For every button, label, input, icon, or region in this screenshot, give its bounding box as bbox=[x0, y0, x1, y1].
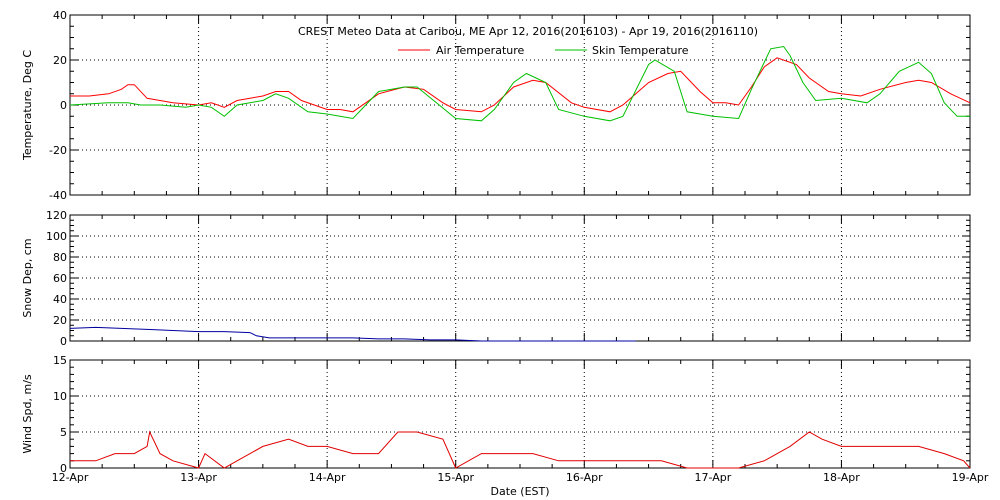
wind-speed-series bbox=[70, 430, 971, 469]
wind-speed-y-tick-label: 0 bbox=[60, 462, 67, 475]
x-tick-label: 13-Apr bbox=[180, 471, 217, 484]
x-tick-label: 19-Apr bbox=[952, 471, 989, 484]
snow-depth-y-tick-label: 100 bbox=[46, 230, 67, 243]
snow-depth-grid bbox=[70, 215, 970, 341]
wind-speed-grid bbox=[70, 360, 970, 468]
x-axis-label: Date (EST) bbox=[490, 485, 549, 498]
wind-speed-series-line-0 bbox=[70, 430, 971, 469]
snow-depth-y-ticks: 0 20 40 60 80 100 120 bbox=[46, 209, 971, 348]
snow-depth-panel: 0 20 40 60 80 100 120 Snow Dep, cm bbox=[21, 209, 971, 348]
x-tick-label: 14-Apr bbox=[309, 471, 346, 484]
snow-depth-y-tick-label: 0 bbox=[60, 335, 67, 348]
wind-speed-y-tick-label: 5 bbox=[60, 426, 67, 439]
wind-speed-y-tick-label: 15 bbox=[53, 354, 67, 367]
temperature-series bbox=[69, 45, 971, 122]
x-tick-label: 15-Apr bbox=[437, 471, 474, 484]
legend-air-label: Air Temperature bbox=[436, 44, 525, 57]
x-tick-label: 17-Apr bbox=[694, 471, 731, 484]
temperature-y-tick-label: -40 bbox=[49, 189, 67, 202]
wind-speed-panel: 0 5 10 15 Wind Spd, m/s bbox=[21, 354, 971, 475]
x-tick-label: 16-Apr bbox=[566, 471, 603, 484]
legend: Air Temperature Skin Temperature bbox=[398, 44, 689, 57]
temperature-series-line-0 bbox=[70, 57, 971, 113]
temperature-y-ticks: -40 -20 0 20 40 bbox=[49, 9, 971, 202]
wind-speed-y-axis-label: Wind Spd, m/s bbox=[21, 374, 34, 454]
snow-depth-y-tick-label: 40 bbox=[53, 293, 67, 306]
temperature-y-tick-label: 40 bbox=[53, 9, 67, 22]
snow-depth-series-line-0 bbox=[69, 326, 636, 342]
legend-skin-label: Skin Temperature bbox=[592, 44, 689, 57]
snow-depth-y-tick-label: 60 bbox=[53, 272, 67, 285]
temperature-panel: -40 -20 0 20 40 Temperature, Deg C bbox=[21, 9, 971, 202]
chart-title: CREST Meteo Data at Caribou, ME Apr 12, … bbox=[298, 25, 758, 38]
temperature-y-tick-label: 0 bbox=[60, 99, 67, 112]
snow-depth-y-tick-label: 20 bbox=[53, 314, 67, 327]
temperature-series-line-1 bbox=[69, 45, 970, 122]
temperature-y-axis-label: Temperature, Deg C bbox=[21, 50, 34, 161]
snow-depth-y-axis-label: Snow Dep, cm bbox=[21, 238, 34, 317]
x-tick-labels: 12-Apr 13-Apr 14-Apr 15-Apr 16-Apr 17-Apr 18-A… bbox=[52, 471, 989, 484]
snow-depth-series bbox=[69, 326, 636, 342]
snow-depth-y-tick-label: 120 bbox=[46, 209, 67, 222]
temperature-grid bbox=[70, 15, 970, 195]
wind-speed-y-ticks: 0 5 10 15 bbox=[53, 354, 971, 475]
temperature-y-tick-label: 20 bbox=[53, 54, 67, 67]
wind-speed-y-tick-label: 10 bbox=[53, 390, 67, 403]
x-tick-label: 18-Apr bbox=[823, 471, 860, 484]
x-tick-label: 12-Apr bbox=[52, 471, 89, 484]
snow-depth-y-tick-label: 80 bbox=[53, 251, 67, 264]
temperature-y-tick-label: -20 bbox=[49, 144, 67, 157]
